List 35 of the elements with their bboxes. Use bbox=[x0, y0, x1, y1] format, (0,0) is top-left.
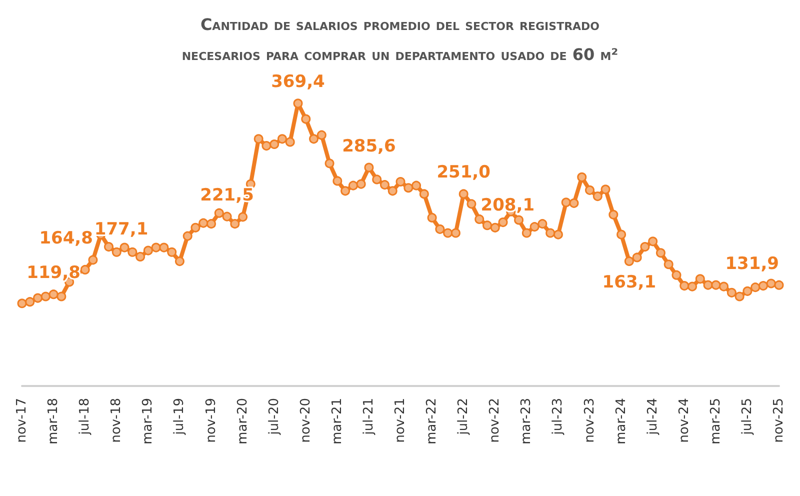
x-tick-label: mar-22 bbox=[424, 398, 440, 444]
x-tick-label: jul-25 bbox=[740, 398, 755, 436]
x-tick-label: jul-23 bbox=[550, 398, 566, 436]
x-tick-label: jul-18 bbox=[78, 398, 93, 436]
x-tick-label: nov-21 bbox=[393, 398, 408, 443]
chart-title: Cantidad de salarios promedio del sector registrado bbox=[199, 14, 601, 36]
data-label: 177,1 bbox=[94, 219, 148, 240]
x-tick-label: nov-22 bbox=[488, 398, 503, 443]
x-tick-label: jul-19 bbox=[172, 398, 188, 436]
data-label: 285,6 bbox=[342, 136, 396, 156]
x-tick-label: jul-20 bbox=[266, 398, 282, 436]
x-tick-label: nov-19 bbox=[204, 398, 219, 443]
chart-subtitle: necesarios para comprar un departamento usado de 60 m² bbox=[180, 44, 620, 66]
x-tick-label: mar-18 bbox=[46, 398, 62, 444]
x-tick-label: mar-25 bbox=[708, 398, 724, 444]
data-label: 164,8 bbox=[39, 228, 93, 249]
data-label: 369,4 bbox=[271, 72, 326, 92]
x-tick-label: jul-24 bbox=[645, 398, 660, 436]
data-label: 208,1 bbox=[480, 196, 535, 216]
x-tick-label: nov-20 bbox=[298, 398, 314, 443]
x-tick-label: nov-17 bbox=[14, 398, 30, 443]
data-label: 163,1 bbox=[602, 272, 656, 292]
x-tick-label: nov-25 bbox=[772, 398, 786, 443]
x-tick-label: mar-19 bbox=[140, 398, 156, 444]
data-label: 131,9 bbox=[725, 254, 779, 274]
x-tick-label: nov-18 bbox=[109, 398, 124, 443]
x-tick-label: mar-20 bbox=[235, 398, 250, 444]
x-tick-label: mar-23 bbox=[519, 398, 534, 444]
x-tick-label: nov-24 bbox=[676, 398, 692, 443]
x-tick-label: jul-21 bbox=[361, 398, 376, 436]
data-label: 251,0 bbox=[436, 162, 491, 183]
x-tick-label: mar-24 bbox=[614, 398, 629, 444]
x-tick-label: mar-21 bbox=[330, 398, 345, 444]
x-tick-label: nov-23 bbox=[582, 398, 598, 443]
x-tick-label: jul-22 bbox=[456, 398, 472, 436]
